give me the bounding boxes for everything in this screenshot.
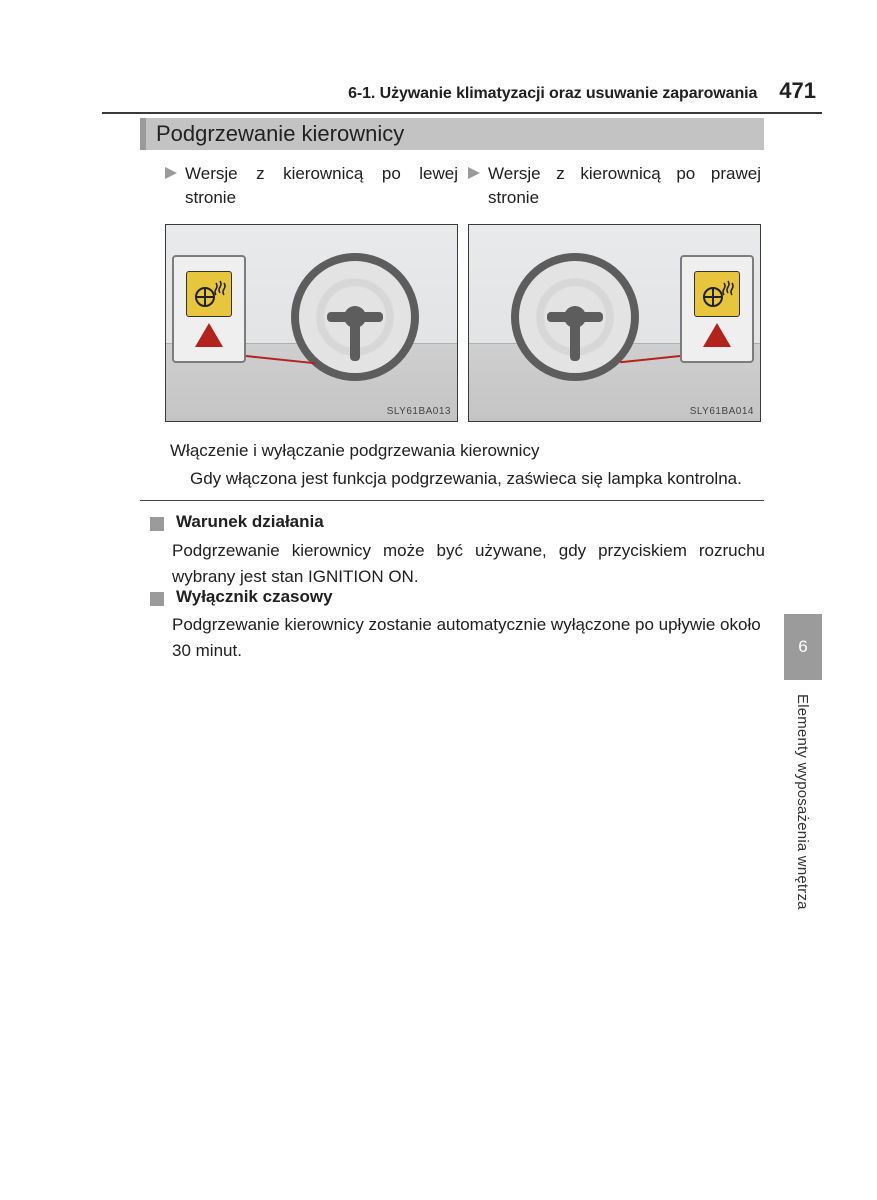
- figure-right-code: SLY61BA014: [690, 406, 754, 417]
- heated-wheel-button-icon: [694, 271, 740, 317]
- heated-wheel-button-icon: [186, 271, 232, 317]
- variant-left: Wersje z kierownicą po lewej stronie: [165, 162, 458, 422]
- note-1-body: Podgrzewanie kierownicy może być używane…: [172, 538, 765, 590]
- variant-left-header: Wersje z kierownicą po lewej stronie: [165, 162, 458, 214]
- variant-right-label: Wersje z kierownicą po prawej stronie: [488, 162, 761, 210]
- variant-left-label: Wersje z kierownicą po lewej stronie: [185, 162, 458, 210]
- body-line-2: Gdy włączona jest funkcja podgrzewania, …: [190, 466, 765, 492]
- chapter-label: 6-1. Używanie klimatyzacji oraz usuwanie…: [348, 85, 757, 103]
- section-title: Podgrzewanie kierownicy: [156, 121, 404, 147]
- triangle-bullet-icon: [468, 167, 480, 179]
- section-title-bar: Podgrzewanie kierownicy: [140, 118, 764, 150]
- figure-right: SLY61BA014: [468, 224, 761, 422]
- note-1-header: Warunek działania: [150, 512, 764, 532]
- body-line-1: Włączenie i wyłączanie podgrzewania kier…: [170, 438, 765, 464]
- variant-right-header: Wersje z kierownicą po prawej stronie: [468, 162, 761, 214]
- section-divider: [140, 500, 764, 501]
- note-2-header: Wyłącznik czasowy: [150, 587, 764, 607]
- callout-left: [172, 255, 246, 363]
- note-2-title: Wyłącznik czasowy: [176, 587, 333, 607]
- note-1-title: Warunek działania: [176, 512, 324, 532]
- triangle-bullet-icon: [165, 167, 177, 179]
- page-number: 471: [779, 78, 816, 104]
- arrow-up-icon: [195, 323, 223, 347]
- side-tab: 6 Elementy wyposażenia wnętrza: [784, 614, 822, 910]
- square-bullet-icon: [150, 517, 164, 531]
- header-rule: [102, 112, 822, 114]
- callout-right: [680, 255, 754, 363]
- arrow-up-icon: [703, 323, 731, 347]
- note-2-body: Podgrzewanie kierownicy zostanie automat…: [172, 612, 765, 664]
- side-tab-label: Elementy wyposażenia wnętrza: [784, 694, 811, 910]
- side-tab-number: 6: [784, 614, 822, 680]
- page-header: 6-1. Używanie klimatyzacji oraz usuwanie…: [102, 78, 822, 114]
- variant-right: Wersje z kierownicą po prawej stronie: [468, 162, 761, 422]
- figure-left: SLY61BA013: [165, 224, 458, 422]
- figure-left-code: SLY61BA013: [387, 406, 451, 417]
- square-bullet-icon: [150, 592, 164, 606]
